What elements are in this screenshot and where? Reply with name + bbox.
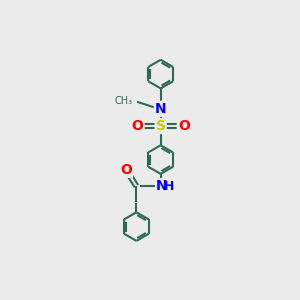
Text: O: O [178, 119, 190, 133]
Text: N: N [156, 179, 168, 193]
Text: O: O [132, 119, 143, 133]
Text: O: O [120, 163, 132, 177]
Text: CH₃: CH₃ [114, 96, 133, 106]
Text: H: H [164, 180, 175, 193]
Text: S: S [156, 119, 166, 133]
Text: N: N [155, 102, 167, 116]
